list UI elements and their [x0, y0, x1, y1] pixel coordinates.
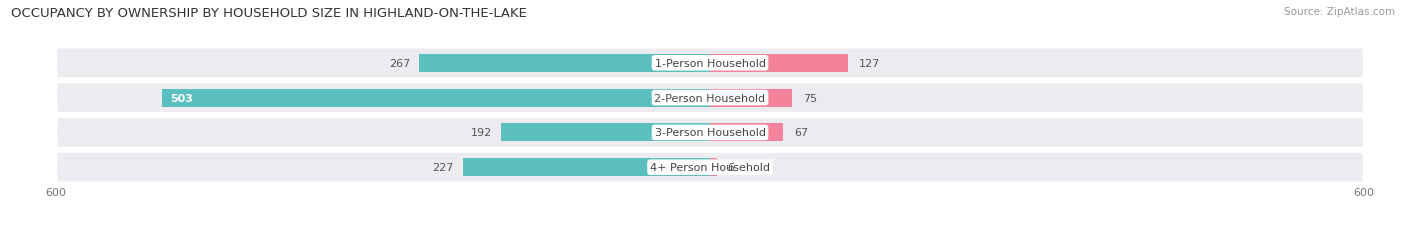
Bar: [501, 124, 710, 142]
Text: 192: 192: [471, 128, 492, 138]
Bar: [710, 124, 783, 142]
Text: 227: 227: [433, 162, 454, 173]
Text: OCCUPANCY BY OWNERSHIP BY HOUSEHOLD SIZE IN HIGHLAND-ON-THE-LAKE: OCCUPANCY BY OWNERSHIP BY HOUSEHOLD SIZE…: [11, 7, 527, 20]
Text: 75: 75: [803, 93, 817, 103]
Text: 67: 67: [794, 128, 808, 138]
Text: 3-Person Household: 3-Person Household: [655, 128, 765, 138]
FancyBboxPatch shape: [56, 83, 1364, 113]
Bar: [710, 55, 848, 73]
FancyBboxPatch shape: [56, 152, 1364, 183]
Text: 2-Person Household: 2-Person Household: [654, 93, 766, 103]
Bar: [710, 158, 717, 176]
Text: Source: ZipAtlas.com: Source: ZipAtlas.com: [1284, 7, 1395, 17]
FancyBboxPatch shape: [56, 118, 1364, 148]
Bar: [710, 89, 792, 107]
Text: 4+ Person Household: 4+ Person Household: [650, 162, 770, 173]
Text: 1-Person Household: 1-Person Household: [655, 58, 765, 69]
FancyBboxPatch shape: [56, 48, 1364, 79]
Text: 6: 6: [727, 162, 734, 173]
Bar: [419, 55, 710, 73]
Text: 267: 267: [389, 58, 411, 69]
Text: 127: 127: [859, 58, 880, 69]
Bar: [463, 158, 710, 176]
Text: 503: 503: [170, 93, 194, 103]
Bar: [162, 89, 710, 107]
